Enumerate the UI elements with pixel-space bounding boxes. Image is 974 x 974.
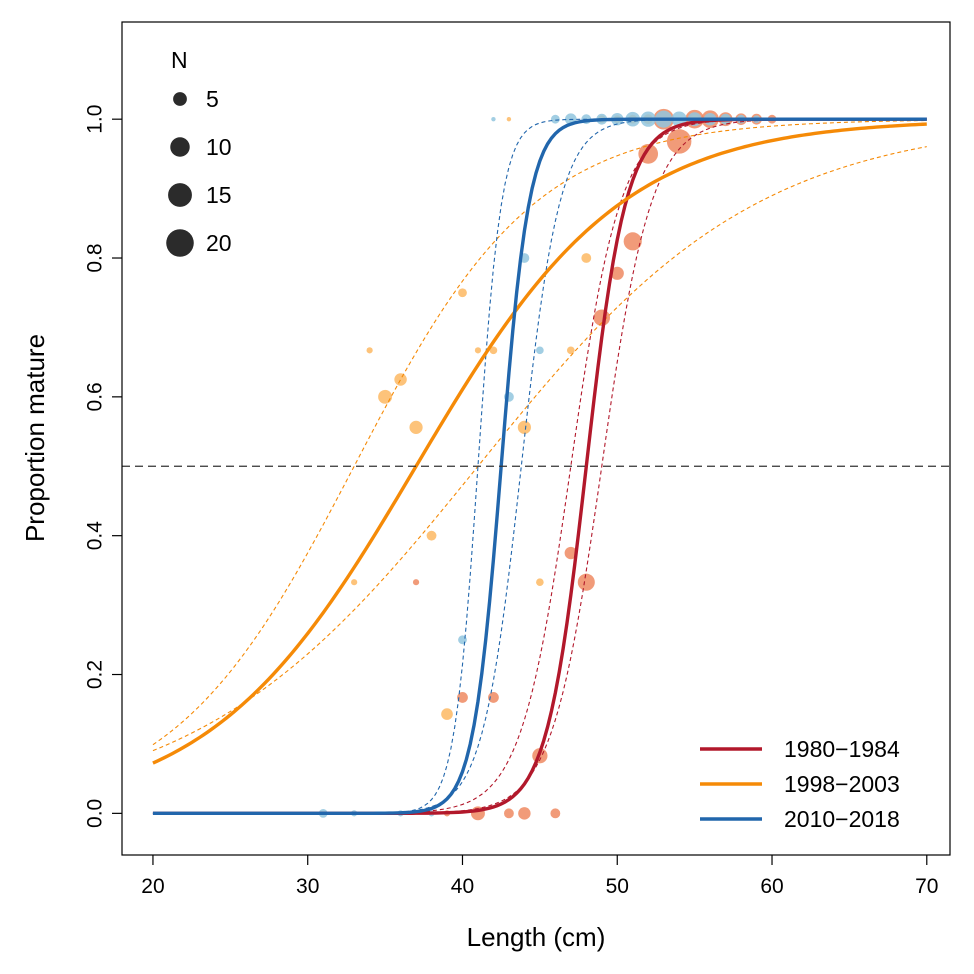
data-point-series-2: [378, 389, 393, 404]
data-point-series-2: [394, 373, 407, 386]
size-legend-symbol-5: [173, 92, 187, 106]
data-point-series-3: [536, 346, 544, 355]
legend-label-series-1: 1980−1984: [784, 736, 900, 762]
axes-layer: 20 30 40 50 60 70 0.0 0.2 0.4 0.6 0.8 1.0: [84, 105, 939, 898]
size-legend-title: N: [171, 47, 188, 73]
data-point-series-2: [474, 347, 482, 354]
data-point-series-2: [366, 347, 373, 354]
data-point-series-3: [550, 114, 560, 124]
data-point-series-2: [458, 288, 467, 298]
x-axis-title: Length (cm): [467, 922, 606, 952]
data-point-series-1: [623, 232, 642, 251]
size-legend-symbol-10: [170, 137, 190, 157]
data-point-series-2: [351, 579, 358, 586]
y-axis-title: Proportion mature: [20, 334, 50, 542]
data-point-series-1: [488, 692, 499, 703]
series-legend: 1980−1984 1998−2003 2010−2018: [700, 736, 900, 832]
size-legend-label-10: 10: [206, 134, 232, 160]
data-point-series-1: [666, 129, 692, 154]
x-tick-label-70: 70: [915, 875, 938, 898]
y-tick-label-0.0: 0.0: [84, 799, 107, 828]
data-point-series-1: [457, 692, 468, 703]
legend-label-series-2: 1998−2003: [784, 771, 900, 797]
data-point-series-1: [610, 266, 624, 280]
data-point-series-2: [581, 253, 592, 263]
data-point-series-2: [409, 420, 423, 434]
x-tick-label-60: 60: [760, 875, 783, 898]
ci-upper-line-series-2: [152, 119, 927, 746]
data-point-series-2: [506, 116, 512, 122]
y-tick-label-0.2: 0.2: [84, 660, 107, 689]
y-tick-label-0.6: 0.6: [84, 382, 107, 411]
data-point-series-1: [412, 579, 420, 586]
size-legend-symbol-15: [168, 183, 192, 207]
data-point-series-2: [441, 708, 453, 720]
data-point-series-1: [550, 808, 561, 819]
data-point-series-1: [503, 808, 514, 819]
data-point-series-2: [426, 530, 437, 541]
x-tick-label-50: 50: [606, 875, 629, 898]
y-tick-label-1.0: 1.0: [84, 105, 107, 134]
size-legend-label-5: 5: [206, 86, 219, 112]
data-point-series-2: [489, 346, 498, 355]
size-legend-label-15: 15: [206, 182, 232, 208]
fit-line-series-2: [152, 122, 927, 765]
y-tick-label-0.8: 0.8: [84, 243, 107, 272]
curve-layer: [152, 117, 927, 816]
data-point-series-2: [567, 346, 575, 355]
x-tick-label-20: 20: [141, 875, 164, 898]
fit-line-series-3: [152, 117, 927, 816]
size-legend-label-20: 20: [206, 230, 232, 256]
data-point-series-1: [518, 807, 531, 820]
size-legend: N 5 10 15 20: [166, 47, 232, 257]
data-point-series-2: [517, 420, 531, 434]
size-legend-symbol-20: [166, 229, 194, 257]
data-point-series-1: [577, 573, 595, 591]
data-point-series-2: [536, 578, 544, 587]
x-tick-label-30: 30: [296, 875, 319, 898]
legend-label-series-3: 2010−2018: [784, 806, 900, 832]
y-tick-label-0.4: 0.4: [84, 521, 107, 551]
data-point-series-1: [564, 546, 578, 560]
data-point-series-3: [491, 116, 496, 122]
ci-lower-line-series-2: [152, 146, 927, 752]
x-tick-label-40: 40: [451, 875, 474, 898]
plot-frame: [121, 21, 951, 856]
